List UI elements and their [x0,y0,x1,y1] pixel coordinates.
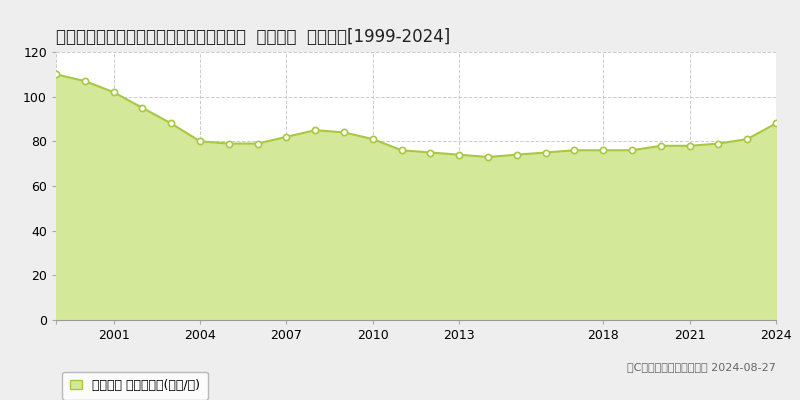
Point [309,127,322,133]
Point [366,136,379,142]
Point [107,89,120,95]
Point [424,149,437,156]
Point [683,142,696,149]
Text: （C）土地価格ドットコム 2024-08-27: （C）土地価格ドットコム 2024-08-27 [627,362,776,372]
Point [770,120,782,127]
Point [712,140,725,147]
Point [539,149,552,156]
Point [165,120,178,127]
Text: 大阪府大阪市城東区野江２丁目３９番２外  地価公示  地価推移[1999-2024]: 大阪府大阪市城東区野江２丁目３９番２外 地価公示 地価推移[1999-2024] [56,28,450,46]
Point [568,147,581,154]
Point [222,140,235,147]
Point [194,138,206,144]
Point [338,129,350,136]
Point [597,147,610,154]
Point [78,78,91,84]
Legend: 地価公示 平均嵪単価(万円/嵪): 地価公示 平均嵪単価(万円/嵪) [62,372,208,400]
Point [510,152,523,158]
Point [654,142,667,149]
Point [741,136,754,142]
Point [482,154,494,160]
Point [136,105,149,111]
Point [50,71,62,78]
Point [395,147,408,154]
Point [626,147,638,154]
Point [251,140,264,147]
Point [453,152,466,158]
Point [280,134,293,140]
